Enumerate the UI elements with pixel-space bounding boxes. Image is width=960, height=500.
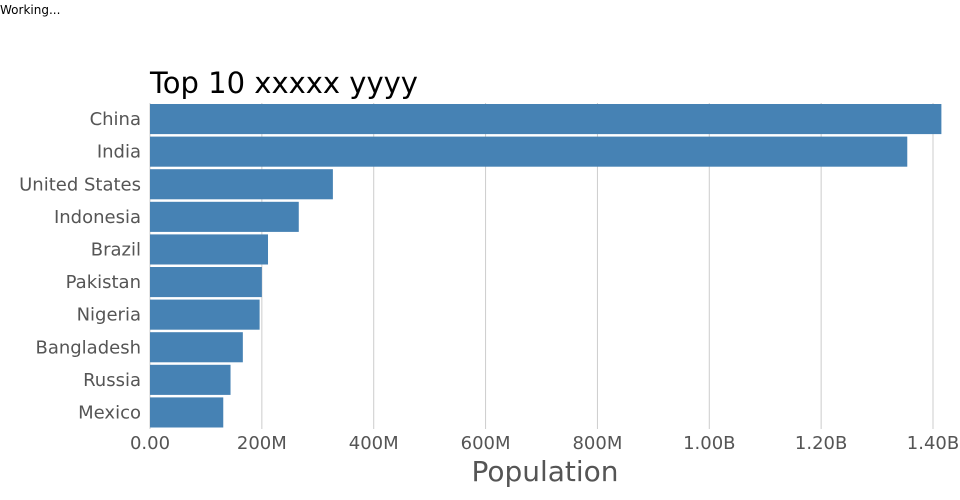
y-tick-label: Nigeria [77,305,141,326]
bar-indonesia [150,201,299,232]
x-tick-label: 800M [572,433,622,454]
bar-brazil [150,234,269,265]
y-tick-label: Bangladesh [35,337,141,358]
bar-pakistan [150,267,262,298]
x-tick-label: 1.40B [907,433,959,454]
y-tick-label: Indonesia [54,207,141,228]
bar-india [150,136,908,167]
y-tick-label: China [90,109,141,130]
y-tick-label: United States [19,174,141,195]
x-tick-label: 200M [237,433,287,454]
bar-nigeria [150,299,260,330]
y-tick-labels: China India United States Indonesia Brazil Pa… [19,109,141,423]
chart-title: Top 10 xxxxx yyyy [149,66,418,100]
x-tick-label: 600M [461,433,511,454]
y-tick-label: Mexico [78,402,141,423]
x-tick-labels: 0.00 200M 400M 600M 800M 1.00B 1.20B 1.40B [130,433,959,454]
y-tick-label: Brazil [91,239,141,260]
bar-china [150,104,942,135]
x-tick-label: 1.20B [795,433,847,454]
x-axis-label: Population [471,455,618,488]
bar-bangladesh [150,332,243,363]
y-tick-label: India [97,142,141,163]
x-tick-label: 0.00 [130,433,170,454]
status-text: Working... [0,3,61,17]
bar-russia [150,364,231,395]
x-tick-label: 400M [349,433,399,454]
y-tick-label: Russia [83,370,141,391]
bar-mexico [150,397,224,428]
x-gridlines [149,103,934,429]
x-tick-label: 1.00B [683,433,735,454]
bars [150,104,942,428]
bar-united-states [150,169,333,200]
y-tick-label: Pakistan [66,272,141,293]
